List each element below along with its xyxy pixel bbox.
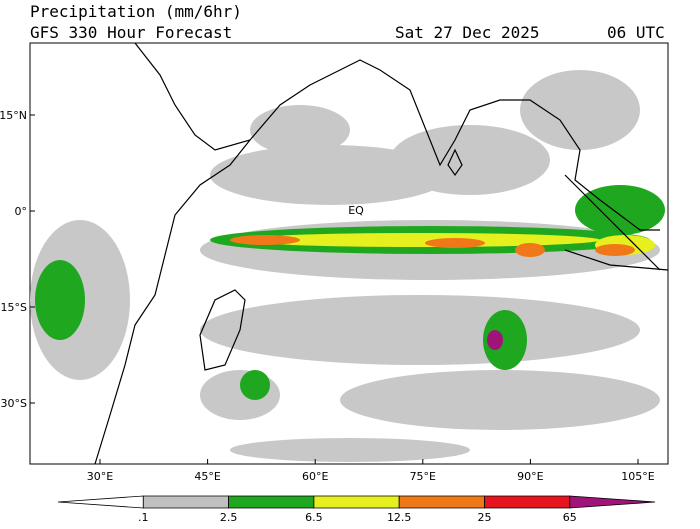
lon-label: 75°E xyxy=(410,470,436,483)
map-area xyxy=(29,42,669,465)
lat-label: 0° xyxy=(15,205,28,218)
lon-label: 30°E xyxy=(87,470,113,483)
lon-labels: 30°E 45°E 60°E 75°E 90°E 105°E xyxy=(87,459,655,483)
colorbar-segment xyxy=(398,495,485,509)
equator-label: EQ xyxy=(348,204,364,217)
colorbar: .1 2.5 6.5 12.5 25 65 xyxy=(57,495,656,524)
colorbar-label: 2.5 xyxy=(220,511,238,524)
lat-labels: 15°N 0° 15°S 30°S xyxy=(0,109,35,410)
lon-label: 45°E xyxy=(194,470,220,483)
precip-extreme xyxy=(487,330,503,350)
title: Precipitation (mm/6hr) xyxy=(30,2,242,21)
colorbar-label: 65 xyxy=(563,511,577,524)
colorbar-label: .1 xyxy=(138,511,149,524)
colorbar-label: 6.5 xyxy=(305,511,323,524)
lat-label: 30°S xyxy=(1,397,27,410)
lon-label: 105°E xyxy=(621,470,654,483)
lat-label: 15°S xyxy=(1,301,27,314)
colorbar-segment xyxy=(313,495,400,509)
lon-label: 90°E xyxy=(517,470,543,483)
date: Sat 27 Dec 2025 xyxy=(395,23,540,42)
lon-label: 60°E xyxy=(302,470,328,483)
time: 06 UTC xyxy=(607,23,665,42)
precip-very-heavy xyxy=(230,235,635,257)
colorbar-segment xyxy=(57,495,144,509)
colorbar-segment xyxy=(228,495,315,509)
colorbar-label: 12.5 xyxy=(387,511,412,524)
coastlines xyxy=(94,42,669,465)
colorbar-segment xyxy=(484,495,571,509)
subtitle: GFS 330 Hour Forecast xyxy=(30,23,232,42)
lat-label: 15°N xyxy=(0,109,27,122)
colorbar-label: 25 xyxy=(478,511,492,524)
colorbar-segment xyxy=(569,495,656,509)
colorbar-segment xyxy=(142,495,230,509)
